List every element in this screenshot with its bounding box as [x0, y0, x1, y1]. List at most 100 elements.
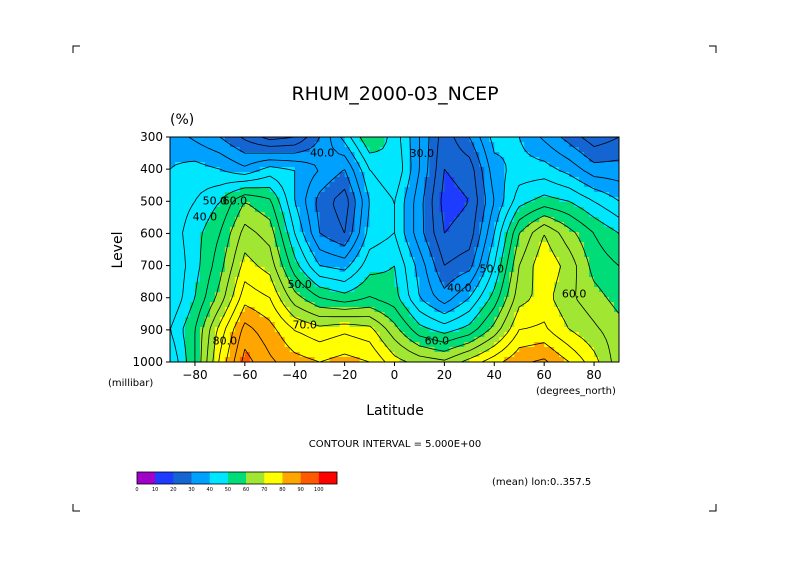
contour-cell — [484, 332, 490, 338]
contour-cell — [599, 247, 605, 253]
contour-label: 70.0 — [292, 318, 317, 331]
contour-cell — [559, 217, 565, 223]
contour-cell — [494, 232, 500, 238]
contour-cell — [444, 212, 450, 218]
contour-cell — [419, 177, 425, 183]
contour-cell — [209, 172, 216, 178]
contour-cell — [224, 137, 231, 143]
contour-cell — [299, 347, 306, 353]
contour-cell — [489, 257, 495, 263]
contour-cell — [269, 337, 276, 343]
contour-cell — [399, 312, 405, 318]
contour-cell — [254, 182, 261, 188]
contour-cell — [294, 292, 301, 298]
contour-cell — [184, 267, 191, 273]
contour-cell — [519, 177, 525, 183]
contour-cell — [499, 292, 505, 298]
contour-cell — [234, 267, 241, 273]
contour-cell — [284, 227, 291, 233]
contour-cell — [229, 322, 236, 328]
contour-cell — [399, 292, 405, 298]
contour-cell — [249, 172, 256, 178]
contour-cell — [274, 167, 281, 173]
contour-cell — [594, 222, 600, 228]
contour-cell — [229, 332, 236, 338]
contour-cell — [179, 282, 186, 288]
contour-cell — [279, 197, 286, 203]
contour-cell — [214, 267, 221, 273]
contour-cell — [239, 312, 246, 318]
contour-cell — [409, 282, 415, 288]
contour-cell — [274, 197, 281, 203]
contour-cell — [319, 167, 326, 173]
contour-cell — [304, 347, 311, 353]
contour-cell — [599, 232, 605, 238]
contour-cell — [289, 202, 296, 208]
contour-cell — [314, 272, 321, 278]
contour-cell — [369, 357, 375, 363]
contour-cell — [559, 357, 565, 363]
contour-cell — [384, 167, 390, 173]
contour-cell — [214, 137, 221, 143]
contour-cell — [384, 297, 390, 303]
contour-cell — [344, 172, 350, 178]
contour-cell — [184, 252, 191, 258]
contour-cell — [279, 242, 286, 248]
contour-cell — [179, 142, 186, 148]
contour-cell — [579, 337, 585, 343]
contour-cell — [439, 227, 445, 233]
contour-cell — [484, 192, 490, 198]
contour-cell — [544, 152, 550, 158]
contour-cell — [224, 172, 231, 178]
contour-cell — [569, 207, 575, 213]
contour-cell — [234, 157, 241, 163]
contour-cell — [454, 332, 460, 338]
contour-cell — [509, 147, 515, 153]
contour-cell — [174, 302, 181, 308]
contour-cell — [599, 312, 605, 318]
contour-cell — [589, 307, 595, 313]
contour-cell — [219, 187, 226, 193]
contour-cell — [529, 147, 535, 153]
contour-cell — [429, 162, 435, 168]
contour-cell — [429, 182, 435, 188]
contour-cell — [469, 242, 475, 248]
contour-cell — [364, 267, 370, 273]
contour-cell — [259, 347, 266, 353]
contour-cell — [524, 252, 530, 258]
contour-cell — [614, 142, 620, 148]
y-tick-label: 900 — [140, 323, 163, 337]
contour-cell — [604, 332, 610, 338]
contour-cell — [534, 187, 540, 193]
contour-cell — [399, 322, 405, 328]
contour-cell — [574, 302, 580, 308]
contour-cell — [564, 267, 570, 273]
contour-cell — [414, 247, 420, 253]
contour-cell — [424, 152, 430, 158]
contour-cell — [564, 227, 570, 233]
contour-cell — [329, 352, 336, 358]
contour-cell — [314, 312, 321, 318]
contour-cell — [209, 337, 216, 343]
contour-cell — [294, 322, 301, 328]
contour-cell — [429, 227, 435, 233]
contour-cell — [584, 242, 590, 248]
contour-cell — [554, 242, 560, 248]
contour-cell — [584, 292, 590, 298]
contour-cell — [464, 157, 470, 163]
contour-cell — [444, 222, 450, 228]
contour-cell — [579, 232, 585, 238]
contour-cell — [394, 267, 400, 273]
contour-cell — [564, 337, 570, 343]
contour-cell — [264, 342, 271, 348]
contour-cell — [574, 247, 580, 253]
contour-cell — [609, 197, 615, 203]
contour-cell — [309, 137, 316, 143]
contour-cell — [509, 277, 515, 283]
contour-cell — [219, 172, 226, 178]
contour-cell — [484, 322, 490, 328]
contour-cell — [319, 247, 326, 253]
contour-cell — [489, 157, 495, 163]
contour-cell — [534, 332, 540, 338]
contour-cell — [479, 162, 485, 168]
